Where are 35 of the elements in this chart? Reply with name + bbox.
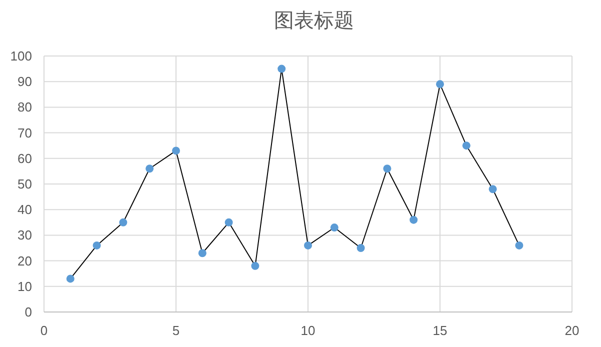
point <box>66 274 74 283</box>
y-tick-label: 0 <box>24 304 32 320</box>
y-tick-label: 90 <box>18 74 32 90</box>
y-tick-label: 60 <box>18 150 32 166</box>
y-tick-label: 20 <box>18 253 32 268</box>
x-tick-label: 20 <box>564 323 580 338</box>
y-tick-label: 100 <box>10 48 32 64</box>
point <box>410 216 418 224</box>
point <box>330 224 338 232</box>
y-tick-label: 70 <box>18 125 32 140</box>
y-tick-label: 30 <box>18 228 32 243</box>
x-tick-label: 0 <box>40 323 48 338</box>
point <box>462 142 470 150</box>
point <box>224 218 233 226</box>
point <box>304 241 312 250</box>
point <box>278 64 286 73</box>
point <box>436 80 444 88</box>
point <box>172 146 180 155</box>
point <box>383 164 392 173</box>
y-tick-label: 80 <box>18 100 32 115</box>
y-tick-label: 50 <box>18 176 32 192</box>
point <box>515 241 524 250</box>
y-tick-label: 40 <box>18 202 32 218</box>
x-tick-label: 5 <box>172 323 180 338</box>
y-tick-label: 10 <box>18 278 32 294</box>
point <box>251 262 260 270</box>
chart-title: 图表标题 <box>274 10 354 32</box>
x-tick-label: 10 <box>300 323 316 338</box>
point <box>119 218 128 226</box>
point <box>146 164 154 173</box>
point <box>92 241 101 250</box>
x-tick-label: 15 <box>432 323 448 338</box>
point <box>356 244 365 252</box>
point <box>488 185 497 194</box>
point <box>198 249 206 258</box>
